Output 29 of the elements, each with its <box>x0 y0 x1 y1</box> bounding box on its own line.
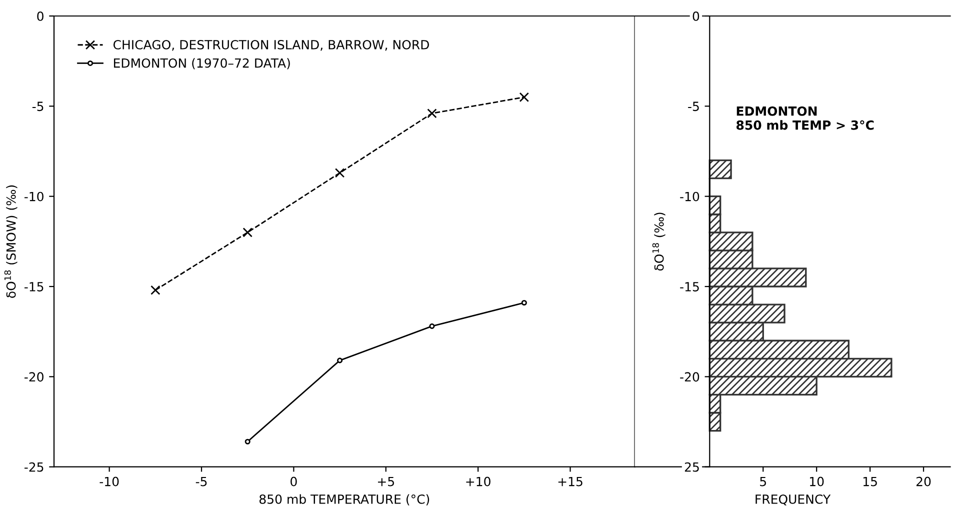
x-tick-label: -10 <box>100 476 119 486</box>
y-axis-title: δO$^{18}$ (‰) <box>652 212 666 271</box>
y-tick-label: 25 <box>684 462 699 472</box>
x-tick-label: 10 <box>810 476 824 486</box>
x-tick-label: +10 <box>466 476 490 486</box>
x-axis-title: 850 mb TEMPERATURE (°C) <box>259 494 430 506</box>
y-tick-label: -10 <box>680 192 700 202</box>
y-tick-label: -5 <box>688 102 699 112</box>
y-tick-label: 0 <box>37 11 44 21</box>
legend-label: EDMONTON (1970–72 DATA) <box>114 58 290 70</box>
y-tick-label: -15 <box>24 282 44 292</box>
x-axis-title: FREQUENCY <box>756 494 831 506</box>
y-tick-label: -15 <box>680 282 699 292</box>
y-tick-label: -20 <box>680 372 700 382</box>
y-tick-label: -25 <box>24 462 44 472</box>
x-tick-label: +15 <box>558 476 582 486</box>
y-tick-label: 0 <box>692 11 700 21</box>
y-tick-label: -10 <box>24 192 44 202</box>
y-tick-label: -5 <box>32 102 44 112</box>
x-tick-label: 0 <box>290 476 297 486</box>
annotation: EDMONTON 850 mb TEMP > 3°C <box>736 106 874 130</box>
x-tick-label: +5 <box>378 476 394 486</box>
legend-label: CHICAGO, DESTRUCTION ISLAND, BARROW, NORD <box>113 40 429 51</box>
x-tick-label: 15 <box>863 476 877 486</box>
x-tick-label: 20 <box>916 476 931 486</box>
x-tick-label: -5 <box>196 476 207 486</box>
y-axis-title: δO$^{18}$ (SMOW) (‰) <box>4 185 18 298</box>
x-tick-label: 5 <box>760 476 766 486</box>
y-tick-label: -20 <box>24 372 44 382</box>
